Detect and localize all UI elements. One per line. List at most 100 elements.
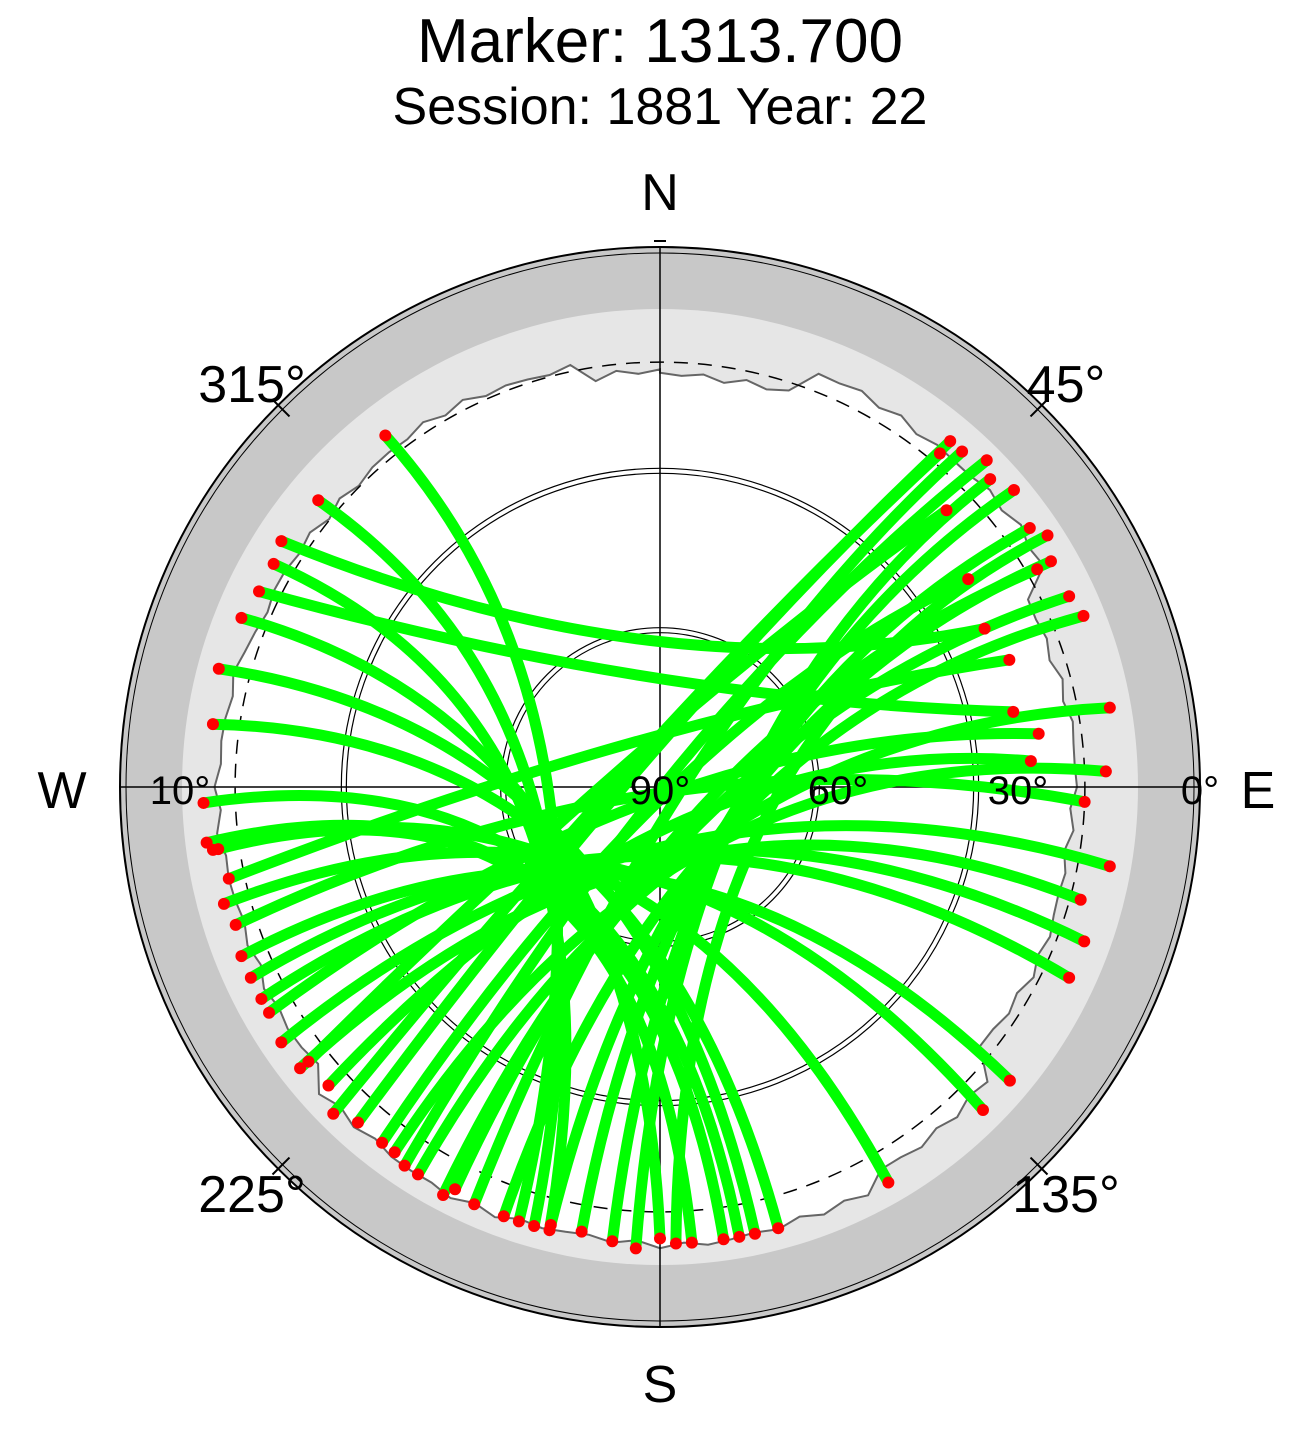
track-end-23	[197, 796, 210, 809]
track-start-20	[882, 1176, 895, 1189]
track-end-36	[376, 1136, 389, 1149]
track-end-12	[411, 1168, 424, 1181]
elevation-label-10: 10°	[150, 769, 211, 813]
track-start-16	[1078, 935, 1091, 948]
track-end-31	[275, 535, 288, 548]
direction-north: N	[641, 164, 679, 222]
track-start-1	[933, 447, 946, 460]
track-end-9	[449, 1183, 462, 1196]
track-end-34	[322, 1079, 335, 1092]
direction-east: E	[1241, 762, 1276, 820]
track-end-16	[255, 992, 268, 1005]
track-end-28	[312, 494, 325, 507]
track-end-21	[206, 718, 219, 731]
track-17	[245, 850, 1075, 984]
elevation-label-0: 0°	[1181, 769, 1219, 813]
track-end-2	[468, 1198, 481, 1211]
track-end-5	[606, 1235, 619, 1248]
track-start-37	[1078, 795, 1091, 808]
track-start-30	[1007, 705, 1020, 718]
direction-west: W	[37, 762, 86, 820]
track-start-34	[1024, 755, 1037, 768]
track-35	[302, 504, 952, 1068]
track-34	[323, 752, 1037, 1091]
track-start-9	[1031, 563, 1044, 576]
track-end-26	[235, 611, 248, 624]
track-end-0	[351, 1116, 364, 1129]
track-end-30	[253, 585, 266, 598]
track-start-18	[1003, 1074, 1016, 1087]
track-start-7	[1041, 529, 1054, 542]
azimuth-label-45: 45°	[1027, 356, 1106, 414]
track-end-4	[629, 1242, 642, 1255]
track-start-19	[976, 1103, 989, 1116]
track-start-35	[940, 504, 953, 517]
track-end-35	[302, 1055, 315, 1068]
track-start-11	[1077, 609, 1090, 622]
track-14	[275, 820, 1116, 1048]
track-end-32	[222, 872, 235, 885]
track-start-28	[528, 1220, 541, 1233]
track-end-14	[275, 1036, 288, 1049]
track-start-22	[748, 1227, 761, 1240]
elevation-mask-dashed	[234, 361, 1086, 1213]
track-end-37	[229, 918, 242, 931]
elevation-label-30: 30°	[988, 769, 1049, 813]
track-start-8	[1044, 555, 1057, 568]
track-end-6	[575, 1225, 588, 1238]
track-end-3	[398, 1159, 411, 1172]
track-end-25	[212, 843, 225, 856]
track-start-32	[1003, 653, 1016, 666]
track-endpoints	[197, 429, 1116, 1255]
track-start-0	[944, 435, 957, 448]
track-end-13	[388, 1146, 401, 1159]
direction-south: S	[643, 1356, 678, 1414]
track-start-23	[733, 1230, 746, 1243]
track-start-21	[772, 1222, 785, 1235]
elevation-label-60: 60°	[808, 769, 869, 813]
track-end-27	[267, 557, 280, 570]
track-32	[223, 654, 1015, 885]
chart-subtitle: Session: 1881 Year: 22	[393, 78, 928, 136]
track-end-29	[379, 429, 392, 442]
track-end-22	[212, 662, 225, 675]
track-19	[218, 846, 989, 1116]
track-end-7	[669, 1237, 682, 1250]
track-end-15	[294, 1062, 307, 1075]
track-start-13	[1099, 765, 1112, 778]
track-start-25	[685, 1236, 698, 1249]
track-start-24	[717, 1233, 730, 1246]
track-start-31	[978, 622, 991, 635]
track-end-18	[235, 950, 248, 963]
azimuth-tick-45	[1029, 398, 1049, 418]
track-start-3	[980, 454, 993, 467]
track-21	[207, 718, 784, 1234]
track-start-17	[1063, 971, 1076, 984]
track-30	[253, 585, 1019, 718]
track-37	[230, 774, 1091, 931]
track-start-5	[1007, 483, 1020, 496]
track-end-19	[217, 897, 230, 910]
track-31	[275, 535, 991, 655]
azimuth-label-315: 315°	[198, 356, 306, 414]
track-start-27	[543, 1224, 556, 1237]
track-start-29	[512, 1215, 525, 1228]
track-end-11	[497, 1210, 510, 1223]
track-28	[312, 494, 565, 1232]
track-end-17	[244, 971, 257, 984]
track-end-1	[327, 1107, 340, 1120]
track-end-33	[263, 1006, 276, 1019]
track-start-10	[1063, 590, 1076, 603]
track-end-10	[437, 1188, 450, 1201]
azimuth-label-135: 135°	[1012, 1166, 1120, 1224]
track-start-4	[984, 473, 997, 486]
track-start-14	[1103, 860, 1116, 873]
track-start-26	[654, 1232, 666, 1245]
track-start-6	[1023, 522, 1036, 535]
azimuth-label-225: 225°	[198, 1166, 306, 1224]
track-start-36	[962, 573, 975, 586]
azimuth-tick-135	[1029, 1156, 1049, 1176]
elevation-label-90: 90°	[630, 769, 691, 813]
satellite-tracks	[198, 429, 1116, 1254]
